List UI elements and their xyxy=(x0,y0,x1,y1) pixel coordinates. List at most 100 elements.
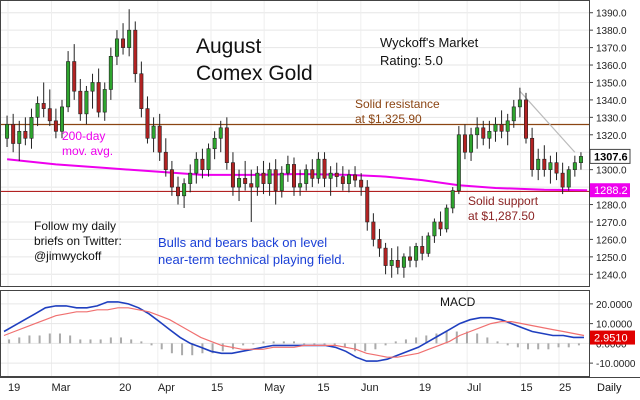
candle-body xyxy=(255,172,260,188)
candle xyxy=(310,159,315,188)
macd-histogram-bar xyxy=(364,343,367,352)
candle xyxy=(249,169,254,222)
candle-body xyxy=(377,239,382,249)
macd-histogram-bar xyxy=(516,343,519,348)
candle xyxy=(72,44,77,100)
macd-histogram-bar xyxy=(252,343,255,345)
candle xyxy=(5,115,10,147)
candle xyxy=(462,124,467,160)
candle xyxy=(475,117,480,149)
candle-body xyxy=(438,221,443,230)
chart-title-line-1: August xyxy=(196,35,262,58)
macd-histogram-bar xyxy=(577,343,580,346)
candle-body xyxy=(487,130,492,139)
date-tick-label: Jul xyxy=(467,382,481,394)
candle-body xyxy=(237,178,242,188)
candle-body xyxy=(493,124,498,132)
candle xyxy=(554,152,559,181)
candle xyxy=(346,169,351,193)
candle xyxy=(450,187,455,214)
candle-body xyxy=(328,172,333,179)
date-tick-label: May xyxy=(264,382,285,394)
macd-panel-frame xyxy=(0,290,590,377)
macd-histogram-bar xyxy=(374,343,377,350)
macd-histogram-bar xyxy=(242,343,245,346)
candle-body xyxy=(530,137,535,170)
candle xyxy=(145,96,150,144)
macd-histogram-bar xyxy=(303,343,306,345)
candle xyxy=(530,127,535,177)
candle-body xyxy=(273,169,278,191)
candle xyxy=(188,164,193,193)
twitter-handle: @jimwyckoff xyxy=(34,249,102,263)
candle-body xyxy=(432,221,437,237)
candle xyxy=(78,78,83,121)
macd-lines xyxy=(3,301,585,362)
commentary-line-2: near-term technical playing field. xyxy=(158,252,345,267)
candle xyxy=(212,131,217,160)
macd-histogram-bar xyxy=(191,343,194,356)
date-tick-label: Apr xyxy=(158,382,175,394)
candle-body xyxy=(121,38,126,48)
macd-histogram-bar xyxy=(527,343,530,350)
support-label-line-2: at $1,287.50 xyxy=(468,209,535,223)
candle xyxy=(133,21,138,83)
candle-body xyxy=(578,156,583,163)
macd-histogram-bar xyxy=(109,337,112,344)
macd-axis-labels: -10.0000 0.0000 10.0000 20.0000 xyxy=(596,300,636,370)
candle-body xyxy=(511,106,516,122)
macd-histogram-bar xyxy=(89,339,92,344)
chart-title-line-2: Comex Gold xyxy=(196,62,313,85)
price-tick-label: 1360.0 xyxy=(596,61,627,72)
candle-body xyxy=(102,89,107,113)
candle-body xyxy=(53,120,58,132)
price-tick-label: 1350.0 xyxy=(596,78,627,89)
candle-body xyxy=(176,186,180,197)
macd-histogram-bar xyxy=(425,335,428,344)
candle-body xyxy=(212,137,217,150)
macd-histogram-bar xyxy=(445,331,448,344)
candle-body xyxy=(230,162,235,188)
macd-histogram-bar xyxy=(506,343,509,346)
twitter-note-line-1: Follow my daily xyxy=(34,219,116,233)
candle-body xyxy=(17,130,22,144)
candle xyxy=(292,157,296,196)
candle-body xyxy=(560,172,565,188)
candle-body xyxy=(84,90,89,115)
candle-body xyxy=(444,207,449,230)
candle xyxy=(365,180,370,231)
candle xyxy=(121,23,126,55)
candle xyxy=(316,152,321,184)
macd-histogram-bar xyxy=(415,337,418,344)
candle xyxy=(35,96,40,127)
candle-body xyxy=(353,174,358,181)
candle-body xyxy=(322,158,327,179)
candle-body xyxy=(145,108,150,139)
candle-body xyxy=(462,134,467,153)
candle xyxy=(243,160,248,191)
macd-histogram-bar xyxy=(69,335,72,344)
candle xyxy=(438,211,443,236)
candle-body xyxy=(188,172,193,184)
candle-body xyxy=(218,127,223,139)
candle xyxy=(524,92,528,144)
candle xyxy=(383,242,388,275)
candlesticks xyxy=(5,9,583,278)
candle xyxy=(389,248,394,278)
candle xyxy=(444,204,449,233)
candle-body xyxy=(554,162,559,174)
candle-body xyxy=(261,172,266,184)
candle xyxy=(536,148,541,181)
candle xyxy=(426,232,431,257)
candle-body xyxy=(108,56,113,90)
candle xyxy=(359,173,364,196)
candle-body xyxy=(151,125,156,139)
candle xyxy=(200,148,205,179)
price-axis-labels: 1240.01250.01260.01270.01280.01290.01300… xyxy=(596,9,627,282)
candle-body xyxy=(96,82,101,113)
candle-body xyxy=(169,169,174,188)
candle xyxy=(255,166,260,196)
candle-body xyxy=(414,246,419,261)
macd-histogram-bar xyxy=(384,343,387,346)
